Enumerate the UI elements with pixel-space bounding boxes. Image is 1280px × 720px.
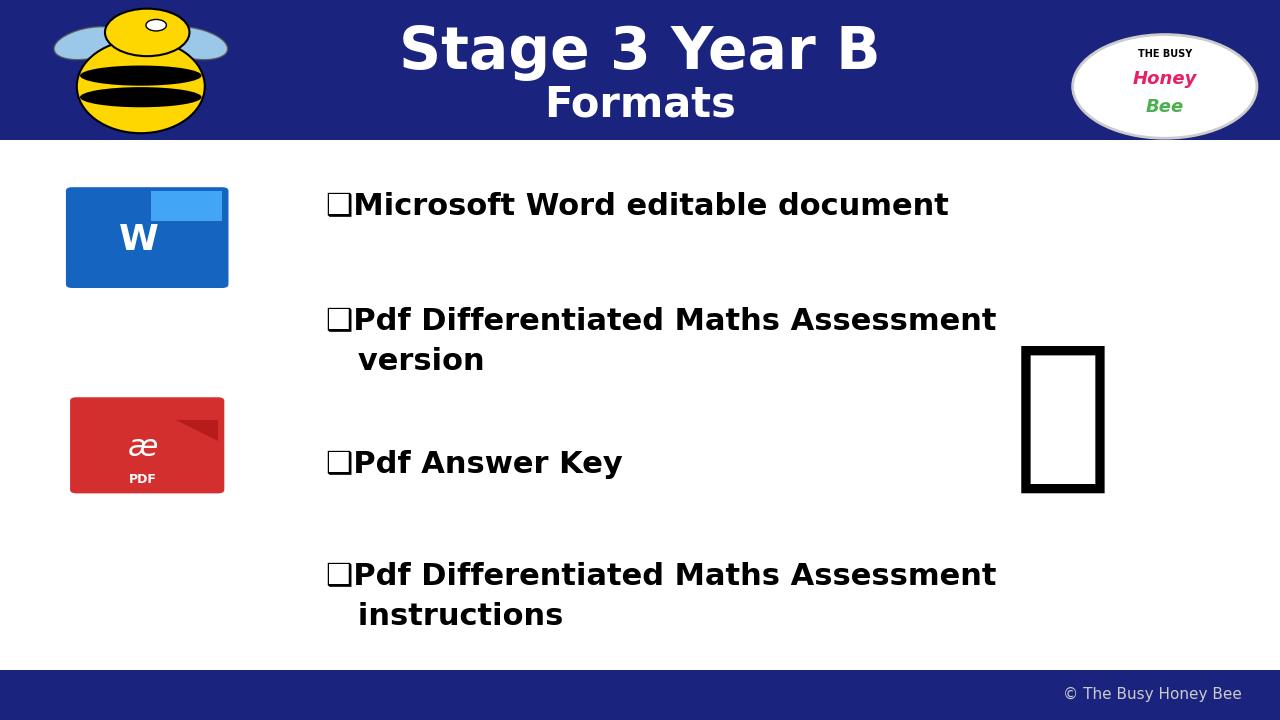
Text: Formats: Formats	[544, 84, 736, 126]
Text: ❑Microsoft Word editable document: ❑Microsoft Word editable document	[326, 191, 950, 220]
Text: ❑Pdf Differentiated Maths Assessment
   instructions: ❑Pdf Differentiated Maths Assessment ins…	[326, 562, 997, 631]
Circle shape	[1073, 35, 1257, 138]
Ellipse shape	[81, 87, 202, 107]
Ellipse shape	[81, 66, 202, 86]
Text: Stage 3 Year B: Stage 3 Year B	[399, 24, 881, 81]
Text: ❑Pdf Differentiated Maths Assessment
   version: ❑Pdf Differentiated Maths Assessment ver…	[326, 306, 997, 376]
Circle shape	[105, 9, 189, 56]
Text: Bee: Bee	[1146, 98, 1184, 116]
FancyBboxPatch shape	[151, 191, 223, 221]
Text: æ: æ	[128, 433, 159, 462]
Circle shape	[146, 19, 166, 31]
Ellipse shape	[77, 40, 205, 133]
FancyBboxPatch shape	[0, 0, 1280, 140]
FancyBboxPatch shape	[70, 397, 224, 493]
Text: THE BUSY: THE BUSY	[1138, 49, 1192, 59]
Text: © The Busy Honey Bee: © The Busy Honey Bee	[1062, 688, 1242, 702]
Text: W: W	[119, 223, 159, 257]
Polygon shape	[177, 420, 218, 441]
Text: 🧒: 🧒	[1012, 336, 1112, 499]
Ellipse shape	[156, 27, 228, 60]
FancyBboxPatch shape	[67, 187, 228, 288]
Text: ❑Pdf Answer Key: ❑Pdf Answer Key	[326, 450, 623, 479]
Text: Honey: Honey	[1133, 71, 1197, 89]
FancyBboxPatch shape	[0, 670, 1280, 720]
Text: PDF: PDF	[129, 472, 157, 485]
Ellipse shape	[54, 27, 125, 60]
